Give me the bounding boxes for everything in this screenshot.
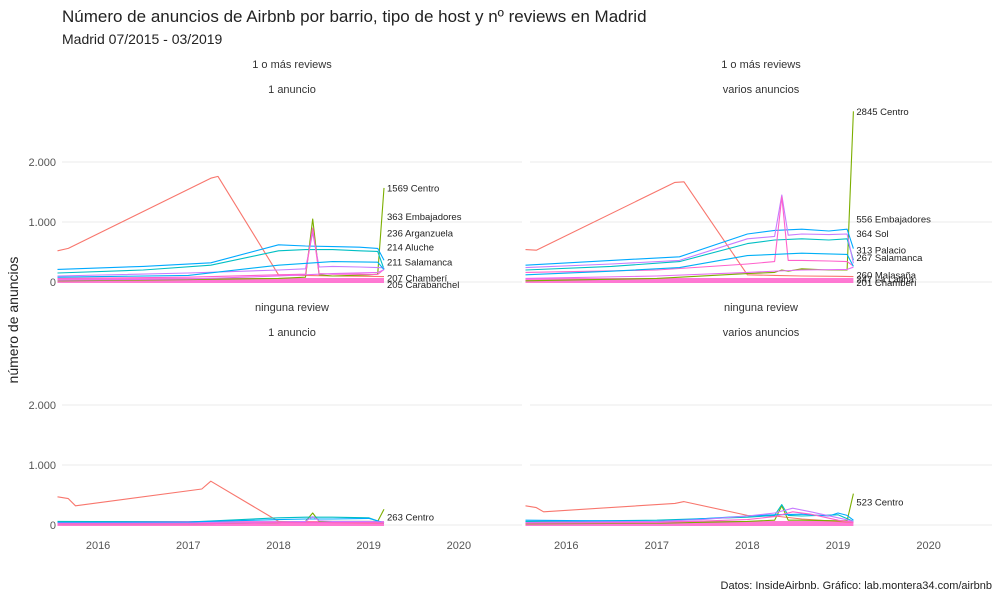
series-end-label: 247 La Latina <box>856 275 914 286</box>
series-end-label: 211 Salamanca <box>387 258 453 269</box>
x-tick-label: 2019 <box>826 540 850 552</box>
series-end-label: 363 Embajadores <box>387 212 462 223</box>
x-tick-label: 2018 <box>735 540 759 552</box>
series-end-label: 2845 Centro <box>856 107 908 118</box>
y-tick-label: 1.000 <box>28 460 56 472</box>
series-line <box>57 269 385 281</box>
series-line <box>57 516 385 524</box>
panel-strip-top: ninguna review <box>724 302 798 314</box>
chart-title: Número de anuncios de Airbnb por barrio,… <box>62 7 647 26</box>
series-end-label: 263 Centro <box>387 513 434 524</box>
panel-strip-top: ninguna review <box>255 302 329 314</box>
series-end-label: 201 Chamberí <box>856 278 917 289</box>
panel-4: ninguna review varios anuncios 2016 2017 201… <box>525 302 992 552</box>
x-tick-label: 2020 <box>447 540 471 552</box>
panel-3: ninguna review 1 anuncio 0 1.000 2.000 2016 20… <box>28 302 522 552</box>
panel-strip-bottom: 1 anuncio <box>268 327 316 339</box>
series-line <box>525 228 854 266</box>
panel-strip-bottom: varios anuncios <box>723 327 800 339</box>
panel-strip-top: 1 o más reviews <box>721 59 801 71</box>
series-line <box>525 507 854 524</box>
series-end-label: 267 Salamanca <box>856 253 923 264</box>
series-end-label: 1569 Centro <box>387 183 439 194</box>
series-line <box>525 181 854 278</box>
series-end-label: 214 Aluche <box>387 243 434 254</box>
x-tick-label: 2018 <box>266 540 290 552</box>
series-line <box>57 522 385 525</box>
panel-1: 1 o más reviews 1 anuncio 0 1.000 2.000 1569 … <box>28 59 522 291</box>
series-line <box>525 238 854 271</box>
series-line <box>525 266 854 279</box>
series-end-label: 236 Arganzuela <box>387 228 454 239</box>
series-line <box>525 511 854 524</box>
series-line <box>525 252 854 276</box>
panel-strip-bottom: 1 anuncio <box>268 84 316 96</box>
baseline-series-band <box>525 278 854 283</box>
chart-caption: Datos: InsideAirbnb. Gráfico: lab.monter… <box>721 580 992 592</box>
series-line <box>525 111 854 282</box>
panel-strip-bottom: varios anuncios <box>723 84 800 96</box>
panel-2: 1 o más reviews varios anuncios 2845 Centr… <box>525 59 992 289</box>
panel-strip-top: 1 o más reviews <box>252 59 332 71</box>
series-end-label: 260 Malasaña <box>856 270 916 281</box>
series-end-label: 313 Palacio <box>856 246 906 257</box>
x-tick-label: 2019 <box>356 540 380 552</box>
chart-subtitle: Madrid 07/2015 - 03/2019 <box>62 31 223 47</box>
y-tick-label: 0 <box>50 520 56 532</box>
x-tick-label: 2016 <box>554 540 578 552</box>
series-end-label: 556 Embajadores <box>856 215 931 226</box>
series-end-label: 523 Centro <box>856 498 903 509</box>
y-axis-label: número de anuncios <box>5 257 21 384</box>
y-tick-label: 1.000 <box>28 217 56 229</box>
series-line <box>57 517 385 524</box>
x-tick-label: 2017 <box>176 540 200 552</box>
series-line <box>57 227 385 279</box>
series-line <box>525 194 854 269</box>
panels-layer: 1 o más reviews 1 anuncio 0 1.000 2.000 1569 … <box>28 59 992 552</box>
baseline-series-band <box>525 521 854 526</box>
series-line <box>57 232 385 277</box>
series-line <box>57 244 385 270</box>
series-end-label: 205 Carabanchel <box>387 280 459 291</box>
x-tick-label: 2020 <box>916 540 940 552</box>
series-line <box>57 261 385 278</box>
baseline-series-band <box>57 278 384 283</box>
x-tick-label: 2017 <box>645 540 669 552</box>
x-tick-label: 2016 <box>86 540 110 552</box>
series-line <box>525 512 854 522</box>
series-line <box>525 196 854 273</box>
y-tick-label: 2.000 <box>28 157 56 169</box>
series-line <box>57 249 385 274</box>
y-tick-label: 0 <box>50 277 56 289</box>
series-end-label: 364 Sol <box>856 229 888 240</box>
series-end-label: 207 Chamberí <box>387 273 448 284</box>
y-tick-label: 2.000 <box>28 400 56 412</box>
